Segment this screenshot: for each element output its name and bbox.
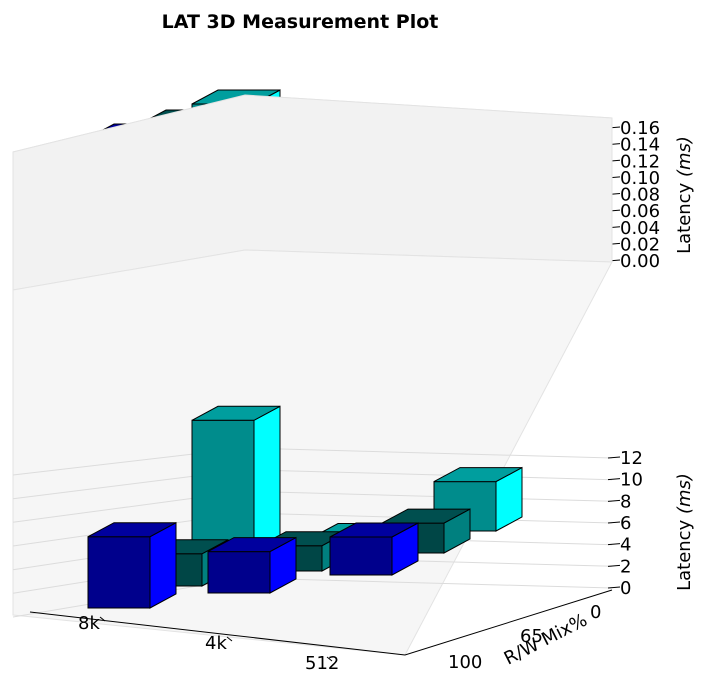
z-axis-label: Latency (ms) <box>674 136 695 254</box>
z-axis-label-main: Latency <box>674 514 695 591</box>
bar-top <box>87 522 177 538</box>
z-tick-mark <box>607 456 621 459</box>
z-axis-label-unit: (ms) <box>674 473 695 514</box>
z-tick-label: 0.10 <box>620 168 660 189</box>
bar-top <box>433 467 523 483</box>
x-tick-label: 8k <box>78 613 100 634</box>
z-tick-mark <box>607 586 621 589</box>
z-axis-label-main: Latency <box>674 177 695 254</box>
y-tick-label: 0 <box>590 602 601 623</box>
bar-top <box>381 508 471 524</box>
x-tick-mark <box>326 656 333 662</box>
z-tick-label: 0.12 <box>620 151 660 172</box>
y-axis-label: R/W Mix% <box>501 610 591 670</box>
z-tick-mark <box>607 564 621 567</box>
bars <box>87 405 523 609</box>
bar-top <box>207 537 297 553</box>
z-tick-label: 12 <box>620 448 643 469</box>
x-tick-mark <box>226 636 233 642</box>
z-tick-label: 0.06 <box>620 201 660 222</box>
z-tick-label: 2 <box>620 556 631 577</box>
x-axis: 8k 4k 512 <box>78 613 339 674</box>
bar-100-4k <box>207 536 297 594</box>
bar-front <box>329 536 393 576</box>
z-tick-mark <box>607 478 621 481</box>
y-axis: 0 65 100 R/W Mix% <box>448 602 601 673</box>
z-tick-label: 0.02 <box>620 234 660 255</box>
bar-100-8k <box>87 521 177 609</box>
bar-top <box>329 522 419 538</box>
bar-front <box>207 551 271 594</box>
axis-edge-line <box>29 589 613 656</box>
bar-0-512 <box>433 466 523 532</box>
z-tick-label: 0.08 <box>620 185 660 206</box>
z-tick-label: 0 <box>620 578 631 599</box>
bar-top <box>191 405 281 421</box>
bar-side <box>149 521 177 609</box>
z-tick-label: 0.00 <box>620 251 660 272</box>
z-axis: 0.000.020.040.060.080.100.120.140.16 Late… <box>607 118 695 272</box>
z-tick-mark <box>607 543 621 546</box>
chart-title: LAT 3D Measurement Plot <box>162 11 439 33</box>
z-tick-label: 4 <box>620 535 631 556</box>
z-tick-mark <box>607 521 621 524</box>
z-axis-label: Latency (ms) <box>674 473 695 591</box>
z-tick-label: 6 <box>620 513 631 534</box>
z-tick-label: 0.16 <box>620 118 660 139</box>
z-tick-mark <box>607 499 621 502</box>
z-tick-label: 8 <box>620 491 631 512</box>
bar-front <box>87 536 151 609</box>
x-tick-mark <box>99 616 106 622</box>
z-tick-label: 0.04 <box>620 218 660 239</box>
x-tick-label: 4k <box>205 633 227 654</box>
z-tick-label: 0.14 <box>620 135 660 156</box>
x-tick-label: 512 <box>305 653 339 674</box>
y-tick-label: 100 <box>448 652 482 673</box>
bar-100-512 <box>329 522 419 576</box>
y-tick-label: 65 <box>520 626 543 647</box>
z-tick-label: 10 <box>620 470 643 491</box>
z-axis-label-unit: (ms) <box>674 136 695 177</box>
